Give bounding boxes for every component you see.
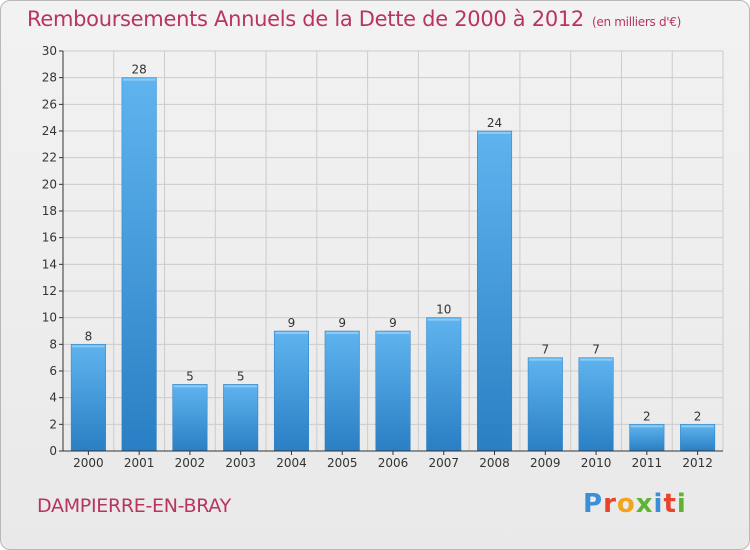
y-tick-label: 22	[42, 151, 57, 165]
data-label-2011: 2	[643, 409, 651, 423]
logo-letter: t	[663, 489, 677, 519]
data-label-2003: 5	[237, 369, 245, 383]
y-tick-label: 6	[49, 364, 57, 378]
data-label-2008: 24	[487, 116, 502, 130]
bar-2010	[578, 357, 614, 452]
y-tick-label: 2	[49, 417, 57, 431]
y-tick-label: 30	[42, 44, 57, 58]
commune-name: DAMPIERRE-EN-BRAY	[37, 495, 231, 517]
bar-2003	[223, 384, 259, 452]
y-tick-label: 18	[42, 204, 57, 218]
bar-highlight	[579, 358, 613, 361]
x-tick-label: 2010	[581, 456, 612, 470]
bar-2000	[70, 344, 106, 452]
logo-letter: i	[653, 489, 664, 519]
x-tick-label: 2011	[632, 456, 663, 470]
bar-2009	[527, 357, 563, 452]
x-tick-label: 2008	[479, 456, 510, 470]
bar-highlight	[529, 358, 562, 361]
y-tick-label: 14	[42, 257, 57, 271]
bar-highlight	[224, 385, 257, 388]
bar-highlight	[173, 385, 207, 388]
y-tick-label: 24	[42, 124, 57, 138]
y-tick-label: 10	[42, 311, 57, 325]
data-label-2001: 28	[132, 63, 147, 77]
x-tick-label: 2001	[124, 456, 155, 470]
bar-highlight	[325, 332, 359, 334]
data-label-2002: 5	[186, 369, 194, 383]
x-tick-label: 2003	[225, 456, 256, 470]
bar-2011	[629, 424, 665, 452]
bar-2002	[172, 384, 208, 452]
x-tick-label: 2007	[428, 456, 459, 470]
y-tick-label: 0	[49, 444, 57, 458]
logo-letter: P	[583, 489, 604, 519]
data-label-2005: 9	[338, 316, 346, 330]
proxiti-logo[interactable]: Proxiti	[583, 489, 687, 519]
y-tick-label: 20	[42, 177, 57, 191]
bar-highlight	[275, 332, 308, 334]
bar-highlight	[681, 425, 714, 428]
chart-title-text: Remboursements Annuels de la Dette de 20…	[27, 7, 584, 31]
bars: 8 28 5 5 9 9 9 10 24 7 7 2 2	[70, 63, 716, 452]
data-label-2009: 7	[541, 343, 549, 357]
bar-highlight	[122, 78, 156, 81]
y-tick-label: 8	[49, 337, 57, 351]
bar-2007	[426, 317, 462, 452]
bar-2008	[477, 130, 513, 452]
x-tick-label: 2000	[73, 456, 104, 470]
data-label-2006: 9	[389, 316, 397, 330]
bar-2012	[680, 424, 716, 452]
y-tick-label: 26	[42, 97, 57, 111]
y-tick-label: 4	[49, 391, 57, 405]
x-tick-label: 2009	[530, 456, 561, 470]
bar-highlight	[427, 318, 461, 321]
bar-highlight	[376, 332, 410, 334]
y-tick-label: 28	[42, 71, 57, 85]
bar-2004	[273, 330, 309, 452]
logo-letter: i	[676, 489, 687, 519]
data-label-2012: 2	[694, 409, 702, 423]
data-label-2010: 7	[592, 343, 600, 357]
bar-highlight	[630, 425, 664, 428]
chart-title: Remboursements Annuels de la Dette de 20…	[27, 7, 681, 31]
data-label-2007: 10	[436, 303, 451, 317]
data-label-2004: 9	[288, 316, 296, 330]
y-tick-label: 16	[42, 231, 57, 245]
logo-letter: r	[603, 489, 617, 519]
x-tick-label: 2002	[175, 456, 206, 470]
y-tick-label: 12	[42, 284, 57, 298]
bar-highlight	[478, 132, 511, 134]
x-tick-label: 2006	[378, 456, 409, 470]
x-tick-label: 2004	[276, 456, 307, 470]
logo-letter: x	[635, 489, 654, 519]
bar-2006	[375, 330, 411, 452]
data-label-2000: 8	[85, 329, 93, 343]
x-tick-label: 2005	[327, 456, 358, 470]
chart-subtitle: (en milliers d'€)	[592, 15, 682, 29]
bar-2001	[121, 77, 157, 452]
bar-highlight	[72, 345, 105, 348]
bar-2005	[324, 330, 360, 452]
x-tick-label: 2012	[682, 456, 713, 470]
logo-letter: o	[616, 489, 636, 519]
